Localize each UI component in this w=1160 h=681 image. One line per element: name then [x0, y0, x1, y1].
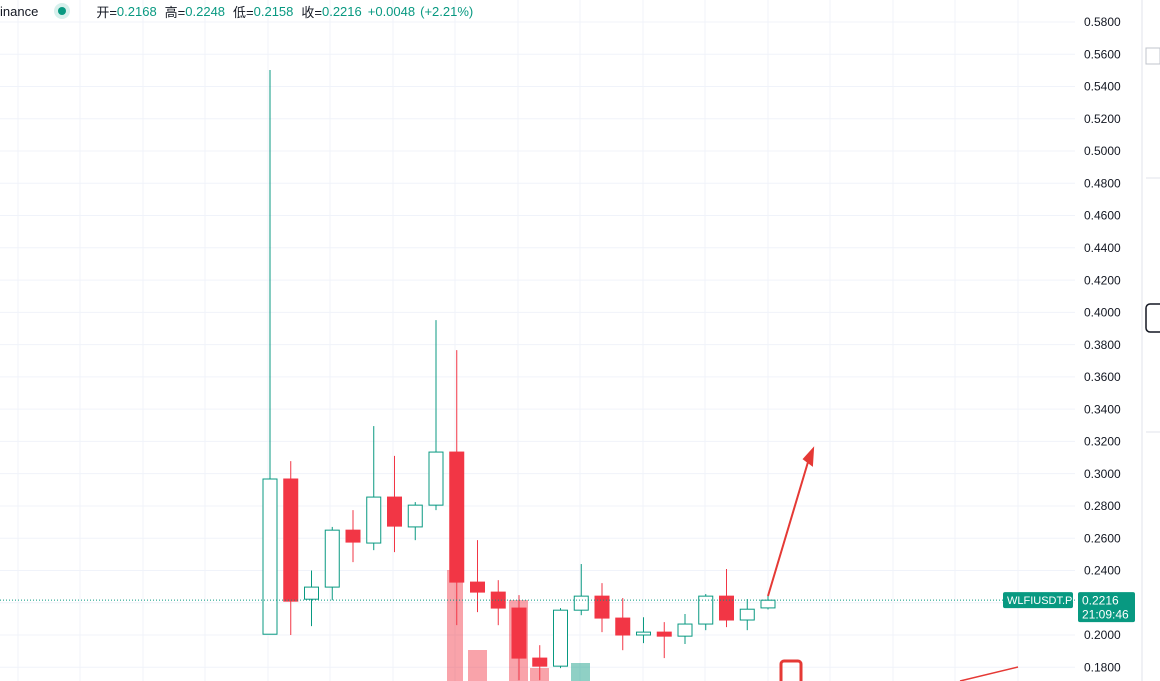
- y-tick-label: 0.4400: [1084, 241, 1121, 255]
- candle-body: [407, 504, 423, 528]
- candle-body: [719, 595, 734, 621]
- y-tick-label: 0.4600: [1084, 209, 1121, 223]
- y-tick-label: 0.2800: [1084, 499, 1121, 513]
- volume-bar: [447, 570, 463, 681]
- vertical-grid: [17, 0, 1019, 681]
- y-tick-label: 0.2000: [1084, 628, 1121, 642]
- y-tick-label: 0.5200: [1084, 112, 1121, 126]
- y-tick-label: 0.2400: [1084, 564, 1121, 578]
- change: +0.0048: [367, 3, 416, 19]
- highlight-box: [779, 659, 803, 681]
- candle-body: [760, 599, 776, 609]
- y-tick-label: 0.4000: [1084, 306, 1121, 320]
- candle-body: [345, 529, 361, 543]
- countdown-label: 21:09:46: [1082, 607, 1129, 621]
- symbol-label: WLFIUSDT.P: [1007, 595, 1072, 607]
- candle-body: [698, 595, 714, 625]
- annotations: [767, 446, 1019, 681]
- y-tick-label: 0.1800: [1084, 660, 1121, 674]
- change-percent: (+2.21%): [420, 3, 474, 19]
- y-tick-label: 0.5000: [1084, 144, 1121, 158]
- volume-bar: [571, 663, 590, 681]
- candle-body: [573, 595, 589, 611]
- high-value: 0.2248: [185, 3, 226, 19]
- candle-body: [636, 631, 651, 636]
- status-dot: [58, 7, 67, 15]
- close-label: 收=: [301, 4, 322, 20]
- axis-background: [1075, 0, 1142, 681]
- legend-header: inance 开= 0.2168 高= 0.2248 低= 0.2158 收= 0.22…: [0, 1, 473, 21]
- y-tick-label: 0.5400: [1084, 80, 1121, 94]
- candle-body: [511, 607, 527, 659]
- candle-body: [594, 595, 610, 619]
- low-value: 0.2158: [253, 3, 294, 19]
- arrow-line: [959, 666, 1019, 681]
- candle-body: [553, 609, 568, 667]
- y-tick-label: 0.3000: [1084, 467, 1121, 481]
- candle-body: [739, 608, 755, 621]
- candle-body: [324, 529, 340, 588]
- y-tick-label: 0.2600: [1084, 531, 1121, 545]
- price-label-bg: [1078, 592, 1135, 623]
- volume-bar: [468, 650, 487, 681]
- high-label: 高=: [164, 4, 186, 20]
- candle-body: [470, 581, 485, 593]
- candle-body: [304, 586, 319, 600]
- symbol-label-bg: [1003, 592, 1073, 609]
- y-tick-label: 0.3600: [1084, 370, 1121, 384]
- y-tick-label: 0.3400: [1084, 402, 1121, 416]
- open-label: 开=: [96, 4, 117, 20]
- toolbar-button[interactable]: [1145, 303, 1160, 333]
- y-tick-label: 0.3200: [1084, 435, 1121, 449]
- candle-body: [387, 496, 402, 527]
- source: inance: [0, 3, 39, 19]
- open-value: 0.2168: [116, 3, 157, 19]
- arrow-line: [767, 461, 809, 597]
- candle-body: [366, 496, 382, 544]
- close-value: 0.2216: [321, 3, 362, 19]
- grid: [0, 21, 1075, 668]
- y-tick-label: 0.4200: [1084, 273, 1121, 287]
- candle-body: [532, 657, 548, 667]
- candle-body: [656, 631, 672, 637]
- candle-body: [615, 617, 631, 636]
- y-axis: 0.18000.20000.22000.24000.26000.28000.30…: [1075, 0, 1142, 681]
- y-tick-label: 0.5800: [1084, 15, 1121, 29]
- y-tick-label: 0.5600: [1084, 47, 1121, 61]
- arrow-head: [802, 446, 815, 467]
- candle-body: [677, 623, 693, 637]
- price-label: 0.2216: [1082, 593, 1119, 607]
- candle-body: [262, 478, 278, 635]
- y-tick-label: 0.4800: [1084, 176, 1121, 190]
- y-tick-label: 0.3800: [1084, 338, 1121, 352]
- candle-body: [283, 478, 299, 602]
- candle-body: [449, 451, 465, 583]
- low-label: 低=: [233, 4, 254, 20]
- candles: [262, 70, 776, 681]
- side-toolbar: [1141, 0, 1160, 681]
- toolbar-icon[interactable]: [1145, 47, 1160, 65]
- candle-body: [428, 451, 444, 506]
